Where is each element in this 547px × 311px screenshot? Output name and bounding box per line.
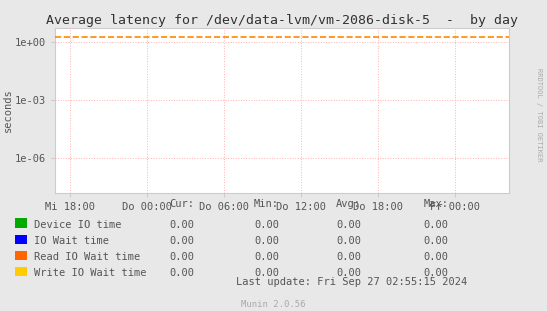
Text: 0.00: 0.00 [423, 236, 449, 246]
Text: Min:: Min: [254, 199, 279, 209]
Y-axis label: seconds: seconds [3, 89, 13, 132]
Text: 0.00: 0.00 [254, 220, 279, 230]
Text: Write IO Wait time: Write IO Wait time [34, 268, 147, 278]
Text: 0.00: 0.00 [336, 268, 361, 278]
Text: Munin 2.0.56: Munin 2.0.56 [241, 300, 306, 309]
Text: 0.00: 0.00 [423, 252, 449, 262]
Text: 0.00: 0.00 [336, 252, 361, 262]
Text: 0.00: 0.00 [254, 268, 279, 278]
Text: 0.00: 0.00 [423, 268, 449, 278]
Title: Average latency for /dev/data-lvm/vm-2086-disk-5  -  by day: Average latency for /dev/data-lvm/vm-208… [46, 14, 517, 27]
Text: 0.00: 0.00 [254, 252, 279, 262]
Text: 0.00: 0.00 [169, 220, 194, 230]
Text: 0.00: 0.00 [169, 236, 194, 246]
Text: Max:: Max: [423, 199, 449, 209]
Text: 0.00: 0.00 [254, 236, 279, 246]
Text: Last update: Fri Sep 27 02:55:15 2024: Last update: Fri Sep 27 02:55:15 2024 [236, 277, 468, 287]
Text: Device IO time: Device IO time [34, 220, 122, 230]
Text: Cur:: Cur: [169, 199, 194, 209]
Text: 0.00: 0.00 [169, 268, 194, 278]
Text: 0.00: 0.00 [336, 236, 361, 246]
Text: 0.00: 0.00 [169, 252, 194, 262]
Text: 0.00: 0.00 [423, 220, 449, 230]
Text: Read IO Wait time: Read IO Wait time [34, 252, 141, 262]
Text: IO Wait time: IO Wait time [34, 236, 109, 246]
Text: 0.00: 0.00 [336, 220, 361, 230]
Text: Avg:: Avg: [336, 199, 361, 209]
Text: RRDTOOL / TOBI OETIKER: RRDTOOL / TOBI OETIKER [536, 68, 542, 162]
